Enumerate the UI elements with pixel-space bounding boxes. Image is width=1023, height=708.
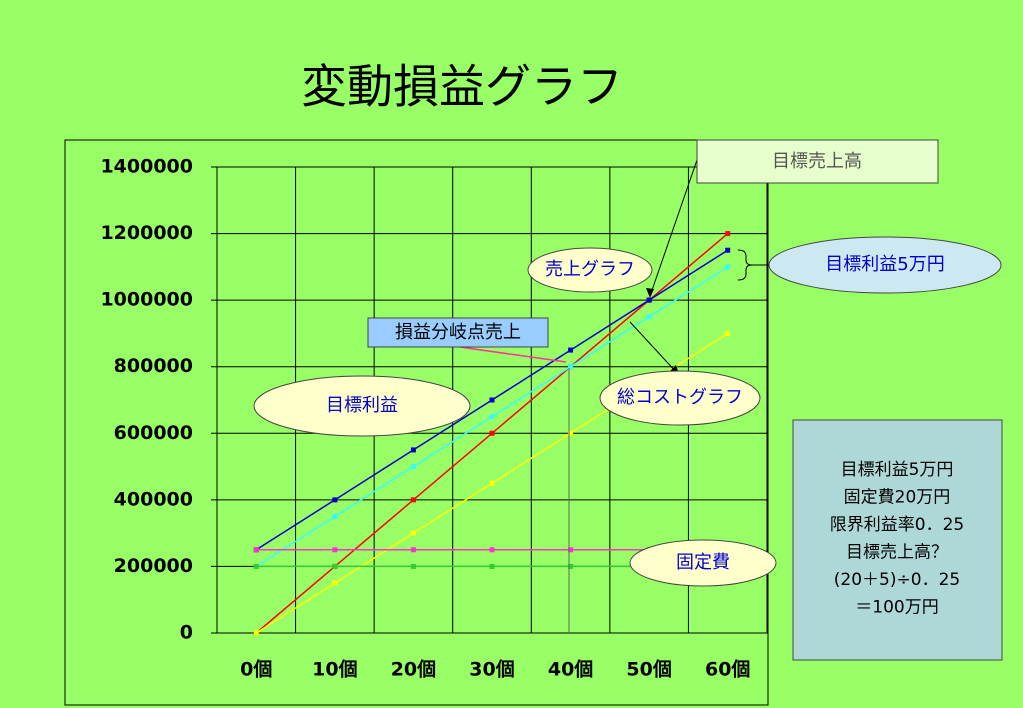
note-line: 固定費20万円	[844, 488, 951, 508]
point	[489, 430, 495, 436]
point	[332, 580, 338, 586]
callouts: 目標売上高 売上グラフ 目標利益5万円 損益分岐点売上 目標利益 総コストグラフ…	[253, 139, 1003, 661]
point	[725, 264, 731, 270]
point	[489, 563, 495, 569]
callout-ellipse	[527, 247, 653, 293]
point	[410, 497, 416, 503]
y-tick-label: 400000	[114, 488, 193, 510]
point	[410, 563, 416, 569]
x-tick-label: 30個	[469, 659, 514, 681]
y-tick-label: 0	[180, 622, 193, 644]
note-line: 限界利益率0．25	[830, 515, 964, 535]
point	[253, 547, 259, 553]
callout-box	[696, 139, 939, 184]
point	[253, 563, 259, 569]
arrow-head	[646, 288, 654, 298]
point	[568, 547, 574, 553]
point	[332, 497, 338, 503]
callout-text: 目標利益5万円	[825, 254, 944, 275]
callout-text: 目標売上高	[772, 151, 862, 172]
callout-text: 損益分岐点売上	[395, 322, 521, 343]
callout-text: 売上グラフ	[545, 259, 635, 280]
x-tick-label: 0個	[240, 659, 272, 681]
x-tick-label: 10個	[312, 659, 357, 681]
point	[489, 480, 495, 486]
point	[332, 547, 338, 553]
point	[725, 247, 731, 253]
y-tick-label: 1400000	[100, 156, 193, 178]
y-tick-label: 1000000	[100, 289, 193, 311]
callout-ellipse	[768, 236, 1002, 294]
note-box	[792, 419, 1003, 661]
point	[410, 447, 416, 453]
point	[332, 514, 338, 519]
x-tick-label: 60個	[705, 659, 750, 681]
x-tick-label: 40個	[548, 659, 593, 681]
point	[568, 364, 574, 370]
y-tick-label: 800000	[114, 355, 193, 377]
y-tick-label: 1200000	[100, 222, 193, 244]
point	[489, 547, 495, 553]
point	[253, 630, 259, 636]
point	[410, 547, 416, 553]
point	[725, 231, 731, 237]
callout-ellipse	[629, 539, 777, 587]
callout-text: 目標利益	[326, 395, 398, 416]
arrow	[629, 321, 679, 375]
arrow	[649, 159, 698, 297]
note-line: ＝100万円	[855, 598, 938, 618]
callout-text: 総コストグラフ	[617, 387, 743, 408]
point	[646, 314, 652, 320]
note-line: 目標利益5万円	[841, 460, 954, 480]
point	[568, 430, 574, 436]
point	[646, 297, 652, 303]
arrow	[459, 346, 567, 363]
note-line: 目標売上高？	[846, 543, 948, 563]
point	[489, 414, 495, 420]
point	[725, 330, 731, 336]
y-tick-label: 600000	[114, 422, 193, 444]
callout-ellipse	[253, 375, 471, 437]
y-tick-label: 200000	[114, 555, 193, 577]
note-line: (20＋5)÷0．25	[834, 570, 960, 590]
point	[568, 563, 574, 569]
point	[410, 530, 416, 536]
point	[489, 397, 495, 403]
x-tick-label: 50個	[626, 659, 671, 681]
point	[410, 464, 416, 470]
point	[332, 563, 338, 569]
chart-frame	[64, 139, 769, 706]
point	[568, 347, 574, 353]
plot: 0 200000 400000 600000 800000 1000000 1200000 1…	[100, 156, 768, 681]
x-tick-label: 20個	[391, 659, 436, 681]
callout-box	[367, 317, 549, 348]
callout-text: 固定費	[676, 552, 730, 573]
callout-ellipse	[599, 370, 761, 426]
chart-title: 変動損益グラフ	[301, 60, 623, 114]
